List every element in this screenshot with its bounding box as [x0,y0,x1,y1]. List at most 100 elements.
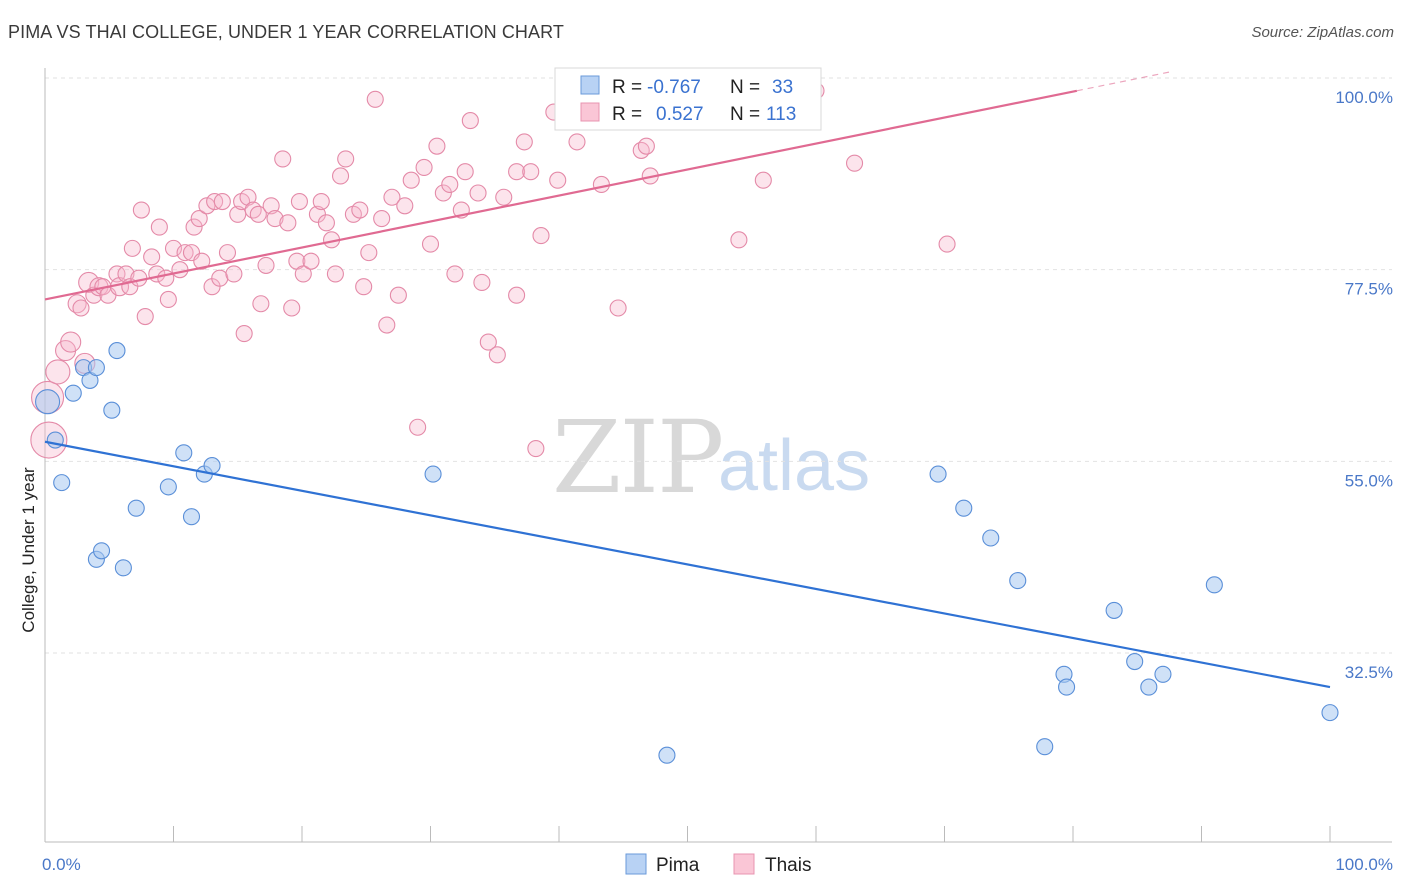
pima-point-11 [114,559,132,577]
thais-point-4 [60,331,82,353]
thais-point-57 [308,205,326,223]
x-tick-labels: 0.0% 100.0% [42,855,1393,874]
thais-point-39 [225,265,243,283]
thais-point-6 [72,299,90,317]
thais-point-58 [312,192,330,211]
thais-point-72 [389,286,407,304]
pima-point-23 [1009,572,1027,590]
bottom-legend-swatch-thais [733,853,755,875]
thais-point-49 [266,210,284,228]
bottom-legend-label-thais: Thais [765,855,811,876]
chart-source: Source: ZipAtlas.com [1251,24,1394,41]
thais-point-68 [366,90,384,108]
legend-pima-n-value: 33 [772,77,793,98]
bottom-legend-swatch-pima [625,853,647,875]
thais-point-18 [130,269,148,287]
thais-trend-extension [1076,71,1170,92]
thais-point-27 [171,261,189,279]
legend-pima-r-label: R = [612,77,642,98]
trend-lines [44,71,1331,689]
watermark-zip: ZIP [552,399,722,516]
pima-point-21 [955,499,973,517]
thais-point-88 [488,346,506,364]
y-tick-label-0: 100.0% [1335,88,1393,107]
thais-point-92 [515,133,533,151]
thais-point-67 [360,244,378,262]
axes [44,68,1392,843]
thais-point-73 [396,197,414,215]
thais-point-51 [279,214,297,232]
thais-point-43 [239,188,257,206]
pima-point-0 [35,389,61,415]
pima-point-19 [658,746,676,764]
thais-point-48 [262,197,280,215]
thais-point-78 [428,137,446,155]
thais-point-75 [409,418,427,436]
thais-point-63 [337,150,355,168]
pima-point-32 [1321,704,1339,722]
thais-point-46 [252,295,270,313]
chart-title: PIMA VS THAI COLLEGE, UNDER 1 YEAR CORRE… [8,22,565,42]
y-tick-label-2: 55.0% [1345,471,1393,490]
thais-point-31 [190,210,208,228]
thais-point-37 [213,192,231,211]
thais-point-33 [198,197,216,215]
thais-point-24 [157,269,175,287]
legend-thais-n-label: N = [730,104,760,125]
pima-point-28 [1126,652,1144,671]
thais-point-54 [290,192,308,211]
pima-point-7 [92,542,111,560]
series-pima-points [35,342,1339,764]
thais-point-99 [592,175,610,194]
thais-point-50 [274,150,292,168]
pima-point-26 [1058,678,1076,696]
thais-point-32 [193,252,211,270]
pima-point-2 [53,474,71,492]
thais-point-86 [473,273,491,291]
thais-point-76 [415,158,433,176]
y-axis-title: College, Under 1 year [19,467,38,633]
pima-point-10 [108,342,126,360]
thais-point-30 [185,218,203,236]
legend-swatch-pima [580,75,600,95]
pima-point-24 [1036,738,1054,756]
bottom-legend-label-pima: Pima [656,855,700,876]
legend-thais-r-value: 0.527 [656,104,704,125]
thais-point-77 [421,235,440,253]
thais-point-80 [441,175,459,194]
legend-thais-r-label: R = [612,104,642,125]
thais-point-94 [527,440,545,458]
pima-point-31 [1205,576,1223,594]
pima-point-20 [929,465,947,483]
thais-point-15 [117,265,135,283]
thais-point-81 [446,265,464,283]
legend-pima-r-value: -0.767 [647,77,701,98]
pima-point-17 [203,457,221,475]
legend-thais-n-value: 113 [766,104,796,125]
pima-point-12 [127,499,145,517]
thais-point-25 [159,290,177,309]
series-thais-points [30,77,956,459]
thais-point-74 [402,171,420,189]
pima-point-29 [1140,678,1158,696]
thais-point-23 [150,218,168,236]
thais-point-36 [211,269,229,287]
pima-point-30 [1154,665,1172,683]
thais-point-17 [123,239,141,257]
thais-point-110 [938,235,956,253]
thais-point-28 [176,244,194,262]
thais-point-2 [45,359,71,385]
thais-point-109 [754,171,772,189]
watermark-atlas: atlas [718,426,870,506]
thais-point-20 [136,307,154,326]
thais-point-69 [373,210,391,228]
legend-swatch-thais [580,102,600,122]
thais-point-84 [461,112,479,130]
pima-point-13 [159,478,177,496]
pima-point-14 [175,444,193,462]
thais-point-59 [317,214,335,232]
thais-point-21 [143,248,161,266]
thais-point-52 [283,299,301,317]
thais-point-47 [257,256,275,274]
